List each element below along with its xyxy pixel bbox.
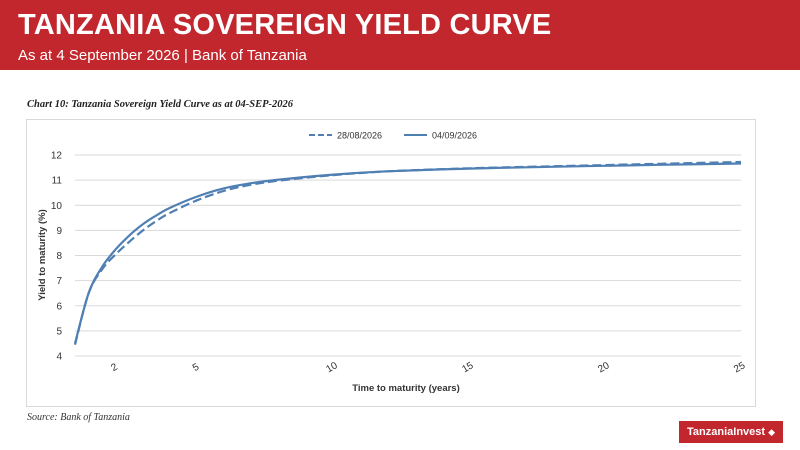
x-tick-label-1: 5 bbox=[191, 361, 202, 374]
tanzaniainvest-logo: TanzaniaInvest ◆ bbox=[679, 421, 783, 443]
x-tick-label-0: 2 bbox=[109, 361, 120, 374]
tanzania-map-icon: ◆ bbox=[768, 426, 775, 437]
chart-frame bbox=[26, 119, 756, 407]
series-line-1 bbox=[73, 160, 742, 345]
legend-label-series-1: 28/08/2026 bbox=[337, 131, 382, 141]
y-tick-label-7: 11 bbox=[52, 176, 63, 187]
page-title: TANZANIA SOVEREIGN YIELD CURVE bbox=[18, 9, 552, 41]
x-tick-label-3: 15 bbox=[460, 360, 476, 375]
y-tick-label-6: 10 bbox=[51, 201, 63, 212]
page-subtitle: As at 4 September 2026 | Bank of Tanzani… bbox=[18, 47, 307, 64]
series-lines bbox=[73, 160, 742, 345]
y-axis-label: Yield to maturity (%) bbox=[37, 209, 48, 301]
x-tick-labels: 2 5 10 15 20 25 bbox=[109, 360, 747, 375]
y-tick-labels: 4 5 6 7 8 9 10 11 12 bbox=[51, 151, 63, 363]
grid-lines bbox=[75, 154, 741, 357]
series-line-2 bbox=[73, 162, 742, 344]
x-tick-label-4: 20 bbox=[596, 360, 612, 375]
y-tick-label-8: 12 bbox=[51, 151, 63, 162]
y-tick-label-4: 8 bbox=[56, 251, 62, 262]
x-tick-label-2: 10 bbox=[324, 360, 340, 375]
y-tick-label-2: 6 bbox=[56, 301, 62, 312]
y-tick-label-5: 9 bbox=[56, 226, 62, 237]
y-tick-label-3: 7 bbox=[56, 276, 62, 287]
y-tick-label-0: 4 bbox=[56, 352, 62, 363]
logo-text: TanzaniaInvest bbox=[687, 426, 766, 438]
y-tick-label-1: 5 bbox=[56, 326, 62, 337]
chart-caption: Chart 10: Tanzania Sovereign Yield Curve… bbox=[27, 99, 294, 110]
x-tick-label-5: 25 bbox=[732, 360, 748, 375]
x-axis-label: Time to maturity (years) bbox=[352, 383, 460, 394]
legend-label-series-2: 04/09/2026 bbox=[432, 131, 477, 141]
header-banner: TANZANIA SOVEREIGN YIELD CURVE As at 4 S… bbox=[0, 0, 800, 70]
chart-legend: 28/08/2026 04/09/2026 bbox=[309, 131, 477, 141]
source-note: Source: Bank of Tanzania bbox=[27, 412, 130, 423]
